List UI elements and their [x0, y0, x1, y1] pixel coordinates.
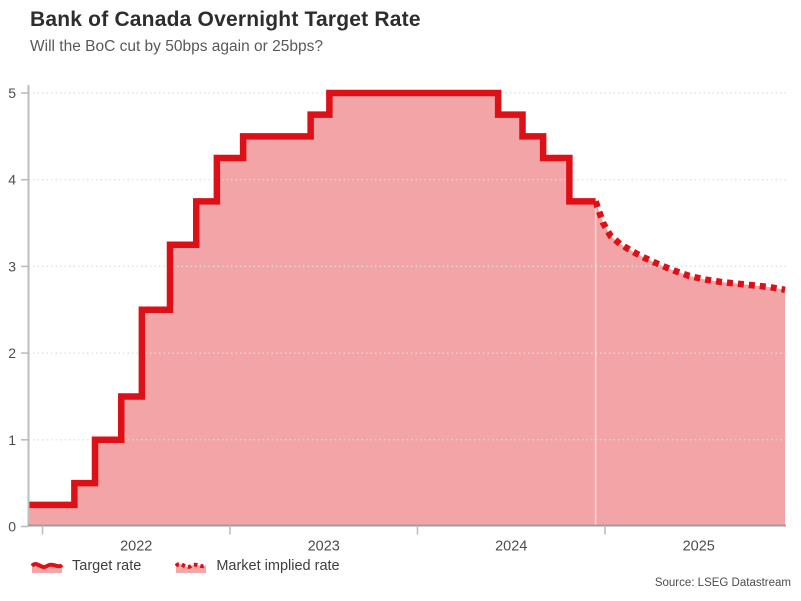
solid-line-legend-icon: [31, 562, 63, 573]
x-tick-label: 2023: [308, 539, 340, 555]
target-rate-line: [27, 89, 596, 509]
chart-legend: Target rate Market implied rate: [31, 557, 340, 575]
y-tick-label: 3: [8, 258, 16, 274]
legend-label-market-implied-rate: Market implied rate: [216, 558, 340, 574]
x-tick-label: 2024: [495, 539, 527, 555]
y-tick-label: 4: [8, 172, 16, 188]
y-tick-label: 1: [8, 432, 16, 448]
y-tick-label: 5: [8, 85, 16, 101]
legend-label-target-rate: Target rate: [72, 558, 142, 574]
y-tick-label: 0: [8, 519, 16, 535]
chart-subtitle: Will the BoC cut by 50bps again or 25bps…: [30, 38, 323, 55]
x-tick-label: 2022: [120, 539, 152, 555]
legend-item-market-implied-rate: Market implied rate: [175, 557, 340, 575]
y-tick-label: 2: [8, 345, 16, 361]
chart-title: Bank of Canada Overnight Target Rate: [30, 8, 421, 31]
dotted-line-legend-icon: [175, 562, 208, 573]
source-credit: Source: LSEG Datastream: [654, 577, 791, 589]
market-implied-line: [592, 200, 786, 294]
legend-item-target-rate: Target rate: [31, 557, 141, 575]
x-tick-label: 2025: [683, 539, 715, 555]
